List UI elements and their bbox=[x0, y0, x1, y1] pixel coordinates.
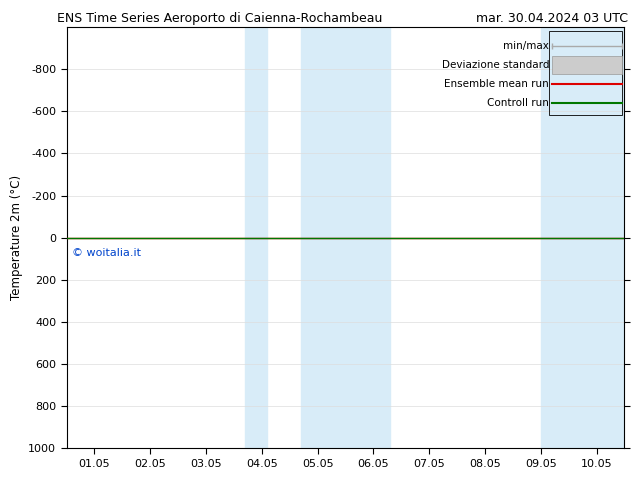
Bar bbox=[301, 27, 390, 448]
Text: Deviazione standard: Deviazione standard bbox=[442, 60, 549, 70]
Bar bbox=[548, 31, 622, 116]
Bar bbox=[541, 27, 624, 448]
Text: min/max: min/max bbox=[503, 41, 549, 51]
Text: mar. 30.04.2024 03 UTC: mar. 30.04.2024 03 UTC bbox=[476, 12, 628, 25]
Text: Controll run: Controll run bbox=[488, 98, 549, 108]
Y-axis label: Temperature 2m (°C): Temperature 2m (°C) bbox=[10, 175, 23, 300]
Bar bbox=[245, 27, 268, 448]
Text: Ensemble mean run: Ensemble mean run bbox=[444, 79, 549, 89]
Text: © woitalia.it: © woitalia.it bbox=[72, 248, 141, 258]
Bar bbox=[552, 56, 622, 74]
Text: ENS Time Series Aeroporto di Caienna-Rochambeau: ENS Time Series Aeroporto di Caienna-Roc… bbox=[57, 12, 382, 25]
